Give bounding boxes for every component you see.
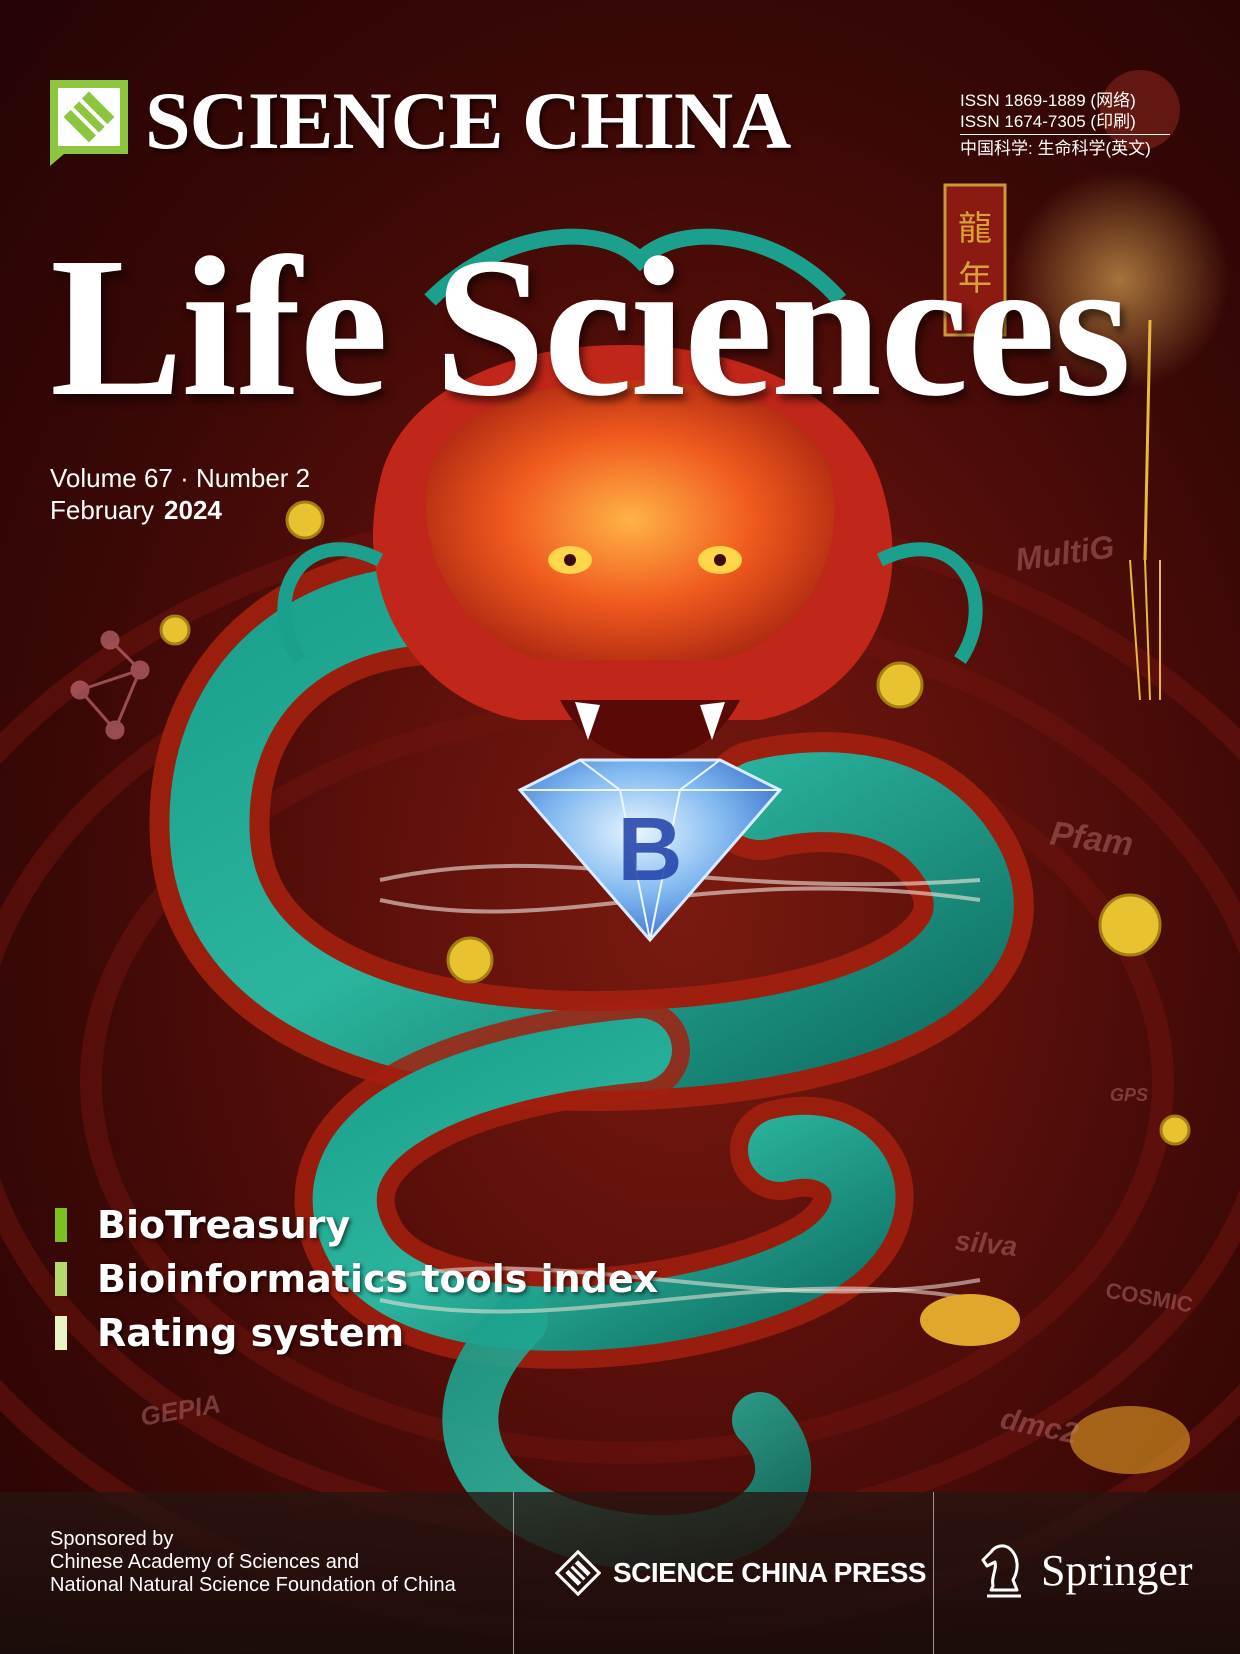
springer-name: Springer bbox=[1041, 1545, 1193, 1595]
highlight-text: Bioinformatics tools index bbox=[97, 1257, 659, 1301]
highlight-text: Rating system bbox=[97, 1311, 405, 1355]
issn-divider bbox=[960, 134, 1170, 135]
banner-char: 年 bbox=[958, 259, 992, 299]
springer-knight-icon bbox=[981, 1544, 1021, 1598]
springer-logo: Springer bbox=[975, 1540, 1193, 1600]
bg-label-silva: silva bbox=[953, 1224, 1019, 1263]
sponsor-block: Sponsored by Chinese Academy of Sciences… bbox=[50, 1528, 456, 1597]
highlights-list: BioTreasury Bioinformatics tools index R… bbox=[55, 1198, 658, 1360]
publisher-name: SCIENCE CHINA PRESS bbox=[613, 1557, 927, 1588]
issn-print: ISSN 1674-7305 (印刷) bbox=[960, 112, 1136, 131]
highlight-item: BioTreasury bbox=[55, 1198, 658, 1252]
publisher-logo: SCIENCE CHINA PRESS bbox=[555, 1550, 927, 1596]
issn-block: ISSN 1869-1889 (网络) ISSN 1674-7305 (印刷) … bbox=[960, 90, 1170, 159]
sponsor-line-2: National Natural Science Foundation of C… bbox=[50, 1574, 456, 1596]
chinese-title: 中国科学: 生命科学(英文) bbox=[960, 139, 1151, 158]
masthead-title: SCIENCE CHINA bbox=[145, 75, 791, 166]
issue-month: February bbox=[50, 495, 155, 525]
footer-divider bbox=[513, 1492, 514, 1654]
science-china-logo-icon bbox=[50, 80, 128, 166]
highlight-text: BioTreasury bbox=[97, 1203, 351, 1247]
svg-text:B: B bbox=[618, 800, 683, 900]
volume-number: Volume 67 · Number 2 bbox=[50, 463, 311, 493]
journal-title: Life Sciences bbox=[50, 217, 1131, 438]
sponsored-by-label: Sponsored by bbox=[50, 1528, 174, 1550]
issue-info: Volume 67 · Number 2 February 2024 bbox=[50, 462, 310, 526]
bg-label-gps: GPS bbox=[1110, 1085, 1149, 1105]
issue-date: February 2024 bbox=[50, 494, 310, 526]
issue-year: 2024 bbox=[164, 495, 222, 525]
footer-divider bbox=[933, 1492, 934, 1654]
highlight-item: Bioinformatics tools index bbox=[55, 1252, 658, 1306]
highlight-item: Rating system bbox=[55, 1306, 658, 1360]
issn-online: ISSN 1869-1889 (网络) bbox=[960, 91, 1136, 110]
bullet-marker bbox=[55, 1316, 67, 1350]
sponsor-line-1: Chinese Academy of Sciences and bbox=[50, 1551, 360, 1573]
cover-footer: Sponsored by Chinese Academy of Sciences… bbox=[0, 1492, 1240, 1654]
science-china-press-icon bbox=[555, 1550, 601, 1596]
bullet-marker bbox=[55, 1208, 67, 1242]
banner-char: 龍 bbox=[958, 209, 992, 249]
bullet-marker bbox=[55, 1262, 67, 1296]
